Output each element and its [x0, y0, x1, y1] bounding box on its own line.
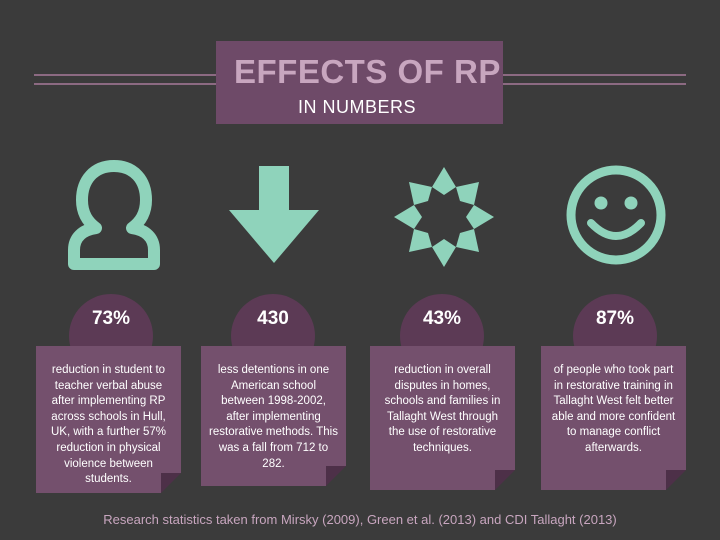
- header-rule-left-bottom: [34, 83, 216, 85]
- page-title: EFFECTS OF RP: [234, 53, 501, 90]
- header-rule-right-bottom: [503, 83, 686, 85]
- stat-description: reduction in overall disputes in homes, …: [384, 364, 501, 454]
- stat-card-3: reduction in overall disputes in homes, …: [370, 346, 515, 490]
- header-rule-right-top: [503, 74, 686, 76]
- stat-description: of people who took part in restorative t…: [551, 364, 676, 454]
- stat-value: 43%: [422, 308, 462, 329]
- stat-description: reduction in student to teacher verbal a…: [50, 364, 167, 486]
- flower-icon: [394, 167, 494, 267]
- stat-value: 87%: [595, 308, 635, 329]
- card-fold-2: [326, 466, 346, 486]
- stat-value: 430: [257, 308, 289, 329]
- stat-card-4: of people who took part in restorative t…: [541, 346, 686, 490]
- stat-description: less detentions in one American school b…: [209, 364, 338, 470]
- title-banner: EFFECTS OF RP IN NUMBERS: [216, 41, 503, 124]
- card-fold-4: [666, 470, 686, 490]
- arrow-down-icon: [229, 166, 319, 263]
- page-subtitle: IN NUMBERS: [298, 97, 417, 117]
- smiley-icon: [566, 165, 666, 265]
- header-rule-left-top: [34, 74, 216, 76]
- card-fold-3: [495, 470, 515, 490]
- stat-card-1: reduction in student to teacher verbal a…: [36, 346, 181, 493]
- footer-citation: Research statistics taken from Mirsky (2…: [103, 512, 617, 527]
- stat-value: 73%: [91, 308, 131, 329]
- card-fold-1: [161, 473, 181, 493]
- person-icon: [68, 160, 160, 270]
- stat-card-2: less detentions in one American school b…: [201, 346, 346, 486]
